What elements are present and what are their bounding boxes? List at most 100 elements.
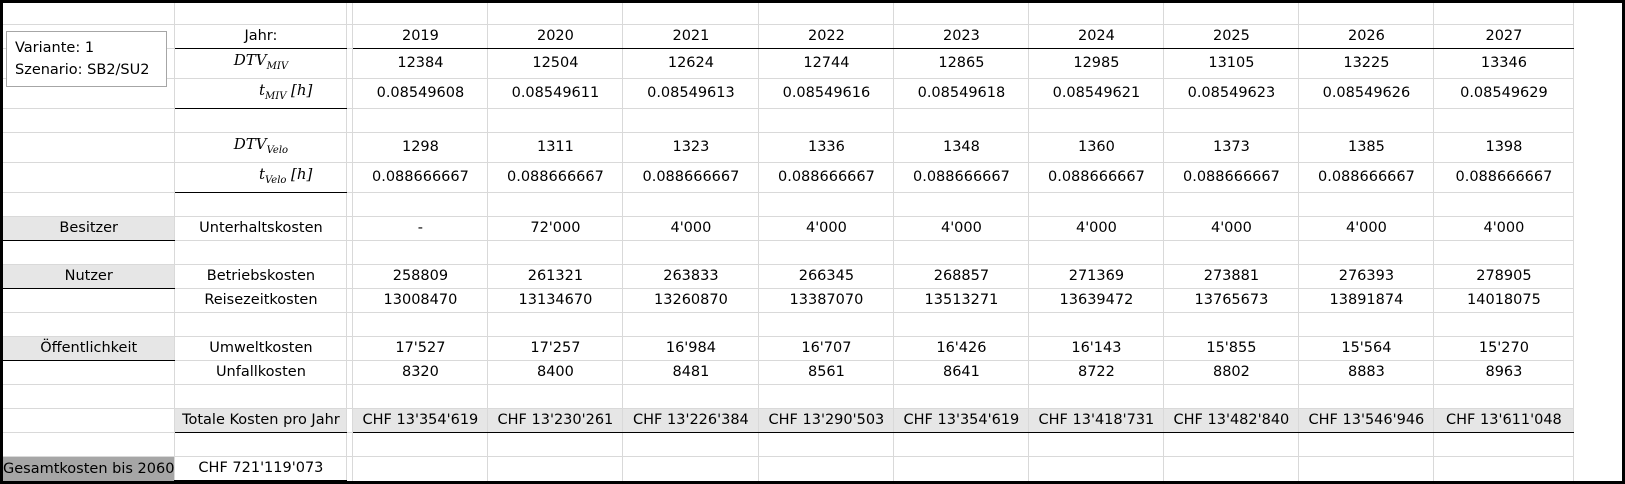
umweltkosten-cell[interactable]: 16'984: [622, 336, 760, 361]
empty-cell[interactable]: [893, 432, 1030, 457]
dtv-velo-cell[interactable]: 1360: [1028, 132, 1165, 163]
betriebskosten-cell[interactable]: 273881: [1163, 264, 1300, 289]
empty-cell[interactable]: [1163, 456, 1300, 481]
t-miv-cell[interactable]: 0.08549623: [1163, 78, 1300, 109]
empty-cell[interactable]: [487, 240, 624, 265]
empty-cell[interactable]: [352, 192, 489, 217]
year-header[interactable]: 2022: [758, 24, 895, 49]
total-cost-cell[interactable]: CHF 13'482'840: [1163, 408, 1300, 433]
total-cost-cell[interactable]: CHF 13'230'261: [487, 408, 624, 433]
betriebskosten-cell[interactable]: 263833: [622, 264, 760, 289]
unfallkosten-cell[interactable]: 8400: [487, 360, 624, 385]
empty-cell[interactable]: [758, 456, 895, 481]
empty-cell[interactable]: [487, 3, 624, 25]
empty-cell[interactable]: [893, 3, 1030, 25]
dtv-miv-cell[interactable]: 13225: [1298, 48, 1435, 79]
unterhaltskosten-cell[interactable]: 4'000: [1028, 216, 1165, 241]
empty-cell[interactable]: [893, 312, 1030, 337]
unterhaltskosten-cell[interactable]: -: [352, 216, 489, 241]
betriebskosten-cell[interactable]: 268857: [893, 264, 1030, 289]
reisezeitkosten-cell[interactable]: 13260870: [622, 288, 760, 313]
unterhaltskosten-cell[interactable]: 72'000: [487, 216, 624, 241]
t-miv-cell[interactable]: 0.08549616: [758, 78, 895, 109]
empty-cell[interactable]: [1298, 312, 1435, 337]
empty-cell[interactable]: [758, 432, 895, 457]
unterhaltskosten-cell[interactable]: 4'000: [622, 216, 760, 241]
t-miv-cell[interactable]: 0.08549629: [1433, 78, 1575, 109]
empty-cell[interactable]: [1298, 384, 1435, 409]
empty-cell[interactable]: [352, 312, 489, 337]
dtv-miv-cell[interactable]: 12865: [893, 48, 1030, 79]
empty-cell[interactable]: [1433, 312, 1575, 337]
empty-cell[interactable]: [1028, 456, 1165, 481]
empty-cell[interactable]: [622, 3, 760, 25]
betriebskosten-cell[interactable]: 278905: [1433, 264, 1575, 289]
unterhaltskosten-cell[interactable]: 4'000: [758, 216, 895, 241]
dtv-miv-cell[interactable]: 13346: [1433, 48, 1575, 79]
total-cost-cell[interactable]: CHF 13'418'731: [1028, 408, 1165, 433]
t-velo-cell[interactable]: 0.088666667: [1433, 162, 1575, 193]
gesamtkosten-value[interactable]: CHF 721'119'073: [174, 456, 348, 481]
empty-cell[interactable]: [1433, 108, 1575, 133]
dtv-miv-cell[interactable]: 12624: [622, 48, 760, 79]
dtv-miv-cell[interactable]: 12744: [758, 48, 895, 79]
empty-cell[interactable]: [487, 312, 624, 337]
total-cost-cell[interactable]: CHF 13'290'503: [758, 408, 895, 433]
betriebskosten-cell[interactable]: 271369: [1028, 264, 1165, 289]
t-velo-cell[interactable]: 0.088666667: [893, 162, 1030, 193]
dtv-miv-cell[interactable]: 13105: [1163, 48, 1300, 79]
t-miv-cell[interactable]: 0.08549621: [1028, 78, 1165, 109]
umweltkosten-cell[interactable]: 15'564: [1298, 336, 1435, 361]
year-header[interactable]: 2023: [893, 24, 1030, 49]
year-header[interactable]: 2021: [622, 24, 760, 49]
dtv-miv-cell[interactable]: 12384: [352, 48, 489, 79]
empty-cell[interactable]: [352, 108, 489, 133]
empty-cell[interactable]: [1028, 240, 1165, 265]
empty-cell[interactable]: [1163, 192, 1300, 217]
empty-cell[interactable]: [1163, 108, 1300, 133]
empty-cell[interactable]: [1298, 108, 1435, 133]
empty-cell[interactable]: [622, 192, 760, 217]
total-cost-cell[interactable]: CHF 13'354'619: [352, 408, 489, 433]
t-velo-cell[interactable]: 0.088666667: [352, 162, 489, 193]
unterhaltskosten-cell[interactable]: 4'000: [1163, 216, 1300, 241]
dtv-velo-cell[interactable]: 1373: [1163, 132, 1300, 163]
unfallkosten-cell[interactable]: 8963: [1433, 360, 1575, 385]
unfallkosten-cell[interactable]: 8561: [758, 360, 895, 385]
year-header[interactable]: 2024: [1028, 24, 1165, 49]
umweltkosten-cell[interactable]: 16'143: [1028, 336, 1165, 361]
empty-cell[interactable]: [893, 240, 1030, 265]
total-cost-cell[interactable]: CHF 13'611'048: [1433, 408, 1575, 433]
empty-cell[interactable]: [622, 240, 760, 265]
dtv-velo-cell[interactable]: 1336: [758, 132, 895, 163]
empty-cell[interactable]: [622, 456, 760, 481]
t-velo-cell[interactable]: 0.088666667: [758, 162, 895, 193]
empty-cell[interactable]: [487, 192, 624, 217]
empty-cell[interactable]: [352, 432, 489, 457]
t-velo-cell[interactable]: 0.088666667: [1028, 162, 1165, 193]
empty-cell[interactable]: [1298, 192, 1435, 217]
t-velo-cell[interactable]: 0.088666667: [1298, 162, 1435, 193]
empty-cell[interactable]: [1433, 384, 1575, 409]
umweltkosten-cell[interactable]: 16'707: [758, 336, 895, 361]
empty-cell[interactable]: [1298, 240, 1435, 265]
empty-cell[interactable]: [352, 384, 489, 409]
umweltkosten-cell[interactable]: 17'527: [352, 336, 489, 361]
dtv-velo-cell[interactable]: 1298: [352, 132, 489, 163]
umweltkosten-cell[interactable]: 17'257: [487, 336, 624, 361]
year-header[interactable]: 2025: [1163, 24, 1300, 49]
empty-cell[interactable]: [1028, 384, 1165, 409]
reisezeitkosten-cell[interactable]: 13765673: [1163, 288, 1300, 313]
unfallkosten-cell[interactable]: 8802: [1163, 360, 1300, 385]
reisezeitkosten-cell[interactable]: 14018075: [1433, 288, 1575, 313]
empty-cell[interactable]: [622, 108, 760, 133]
empty-cell[interactable]: [1298, 3, 1435, 25]
unfallkosten-cell[interactable]: 8481: [622, 360, 760, 385]
dtv-velo-cell[interactable]: 1348: [893, 132, 1030, 163]
empty-cell[interactable]: [352, 456, 489, 481]
empty-cell[interactable]: [1163, 240, 1300, 265]
betriebskosten-cell[interactable]: 258809: [352, 264, 489, 289]
empty-cell[interactable]: [487, 108, 624, 133]
reisezeitkosten-cell[interactable]: 13639472: [1028, 288, 1165, 313]
t-miv-cell[interactable]: 0.08549613: [622, 78, 760, 109]
